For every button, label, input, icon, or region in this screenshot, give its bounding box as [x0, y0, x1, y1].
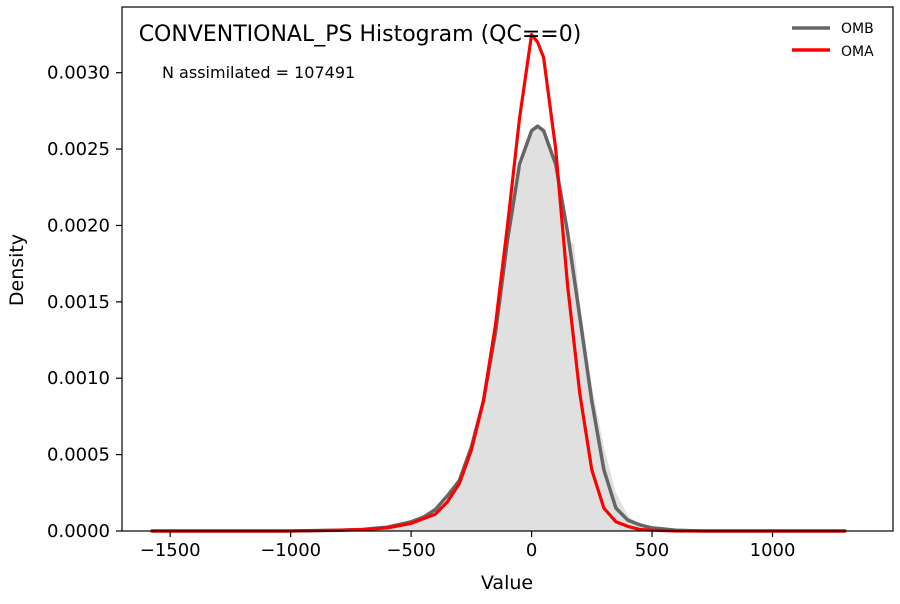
y-axis-label: Density: [6, 234, 28, 306]
legend: OMB OMA: [792, 21, 874, 60]
x-axis-ticks: −1500 −1000 −500 0 500 1000: [140, 531, 796, 561]
y-tick-label: 0.0005: [47, 445, 110, 466]
y-tick-label: 0.0000: [47, 521, 110, 542]
x-tick-label: −1000: [260, 540, 321, 561]
n-assimilated-annotation: N assimilated = 107491: [162, 63, 355, 82]
plot-area-frame: [121, 6, 894, 532]
chart-title: CONVENTIONAL_PS Histogram (QC==0): [139, 22, 582, 47]
histogram-layer: [152, 126, 845, 531]
x-tick-label: −500: [386, 540, 435, 561]
legend-label-oma: OMA: [841, 44, 874, 60]
y-tick-label: 0.0010: [47, 368, 110, 389]
y-tick-label: 0.0015: [47, 292, 110, 313]
axes-layer: [121, 6, 894, 532]
x-tick-label: −1500: [140, 540, 201, 561]
x-axis-label: Value: [481, 572, 533, 594]
histogram-bars: [152, 126, 845, 531]
y-tick-label: 0.0020: [47, 215, 110, 236]
y-axis-ticks: 0.0000 0.0005 0.0010 0.0015 0.0020 0.0025 0.00…: [47, 63, 122, 542]
x-tick-label: 0: [526, 540, 537, 561]
x-tick-label: 1000: [750, 540, 796, 561]
y-tick-label: 0.0025: [47, 139, 110, 160]
x-tick-label: 500: [635, 540, 669, 561]
y-tick-label: 0.0030: [47, 63, 110, 84]
legend-label-omb: OMB: [841, 21, 874, 37]
